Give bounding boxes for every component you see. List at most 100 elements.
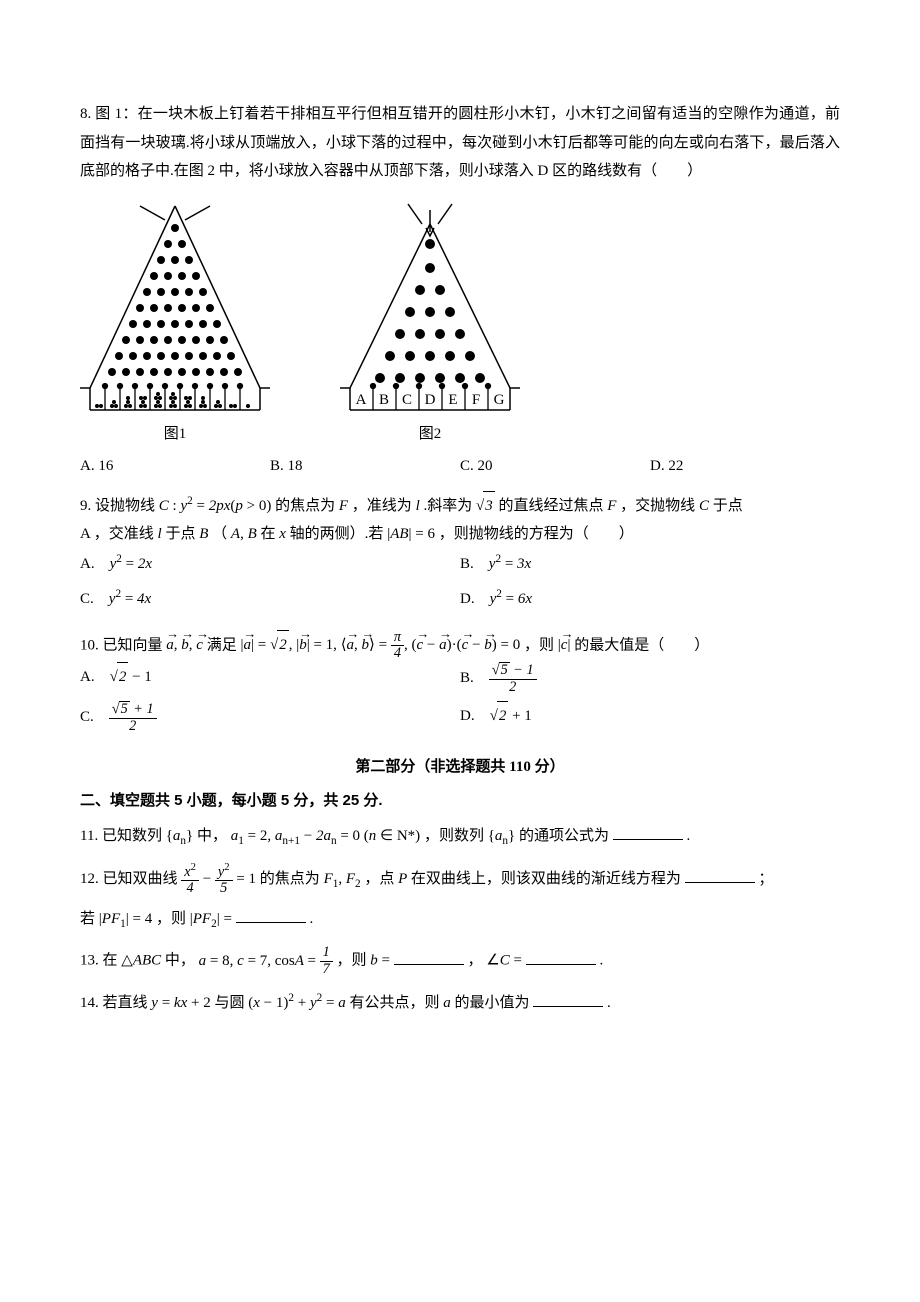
q11-number: 11.: [80, 828, 98, 844]
q14-end: .: [607, 995, 611, 1011]
q8-options: A. 16 B. 18 C. 20 D. 22: [80, 452, 840, 481]
q12-PF1: |PF1| = 4: [99, 911, 152, 927]
q9-option-a: A. y2 = 2x: [80, 549, 460, 579]
q11-cond: a1 = 2, an+1 − 2an = 0 (n ∈ N*): [231, 828, 420, 844]
question-11: 11. 已知数列 {an} 中， a1 = 2, an+1 − 2an = 0 …: [80, 822, 840, 852]
q9-m3: .斜率为: [423, 498, 472, 514]
galton-board-large-icon: [80, 198, 270, 418]
q12-l2a: 若: [80, 911, 95, 927]
galton-board-small-icon: A B C D E F G: [340, 198, 520, 418]
q9-number: 9.: [80, 498, 91, 514]
q9-m5: ，交抛物线: [620, 498, 695, 514]
q9-F2: F: [607, 498, 620, 514]
q10-lead: 已知向量: [103, 637, 163, 653]
bin-label-f: F: [472, 392, 480, 408]
q9-text-2: A ，交准线 l 于点 B （ A, B 在 x 轴的两侧）.若 |AB| = …: [80, 520, 840, 549]
q9-text: 9. 设抛物线 C : y2 = 2px(p > 0) 的焦点为 F ，准线为 …: [80, 491, 840, 521]
q10-option-c: C. 5 + 12: [80, 701, 460, 734]
q11-end: .: [687, 828, 691, 844]
q14-tail: 的最小值为: [454, 995, 529, 1011]
question-14: 14. 若直线 y = kx + 2 与圆 (x − 1)2 + y2 = a …: [80, 988, 840, 1018]
q12-eq: x24 − y25 = 1: [181, 871, 260, 887]
q9-AB: A, B: [231, 526, 261, 542]
q13-number: 13.: [80, 953, 99, 969]
q13-blank2: [526, 949, 596, 965]
q8-text: 8. 图 1：在一块木板上钉着若干排相互平行但相互错开的圆柱形小木钉，小木钉之间…: [80, 100, 840, 186]
q14-blank: [533, 991, 603, 1007]
q13-cond: a = 8, c = 7, cosA = 17: [199, 953, 333, 969]
q12-m3: 在双曲线上，则该双曲线的渐近线方程为: [411, 871, 681, 887]
q10-number: 10.: [80, 637, 99, 653]
q13-blank1: [394, 949, 464, 965]
q14-a: a: [443, 995, 454, 1011]
q9-l2d: 在: [260, 526, 275, 542]
q10-m2: ，则: [524, 637, 554, 653]
q10-option-a: A. 2 − 1: [80, 662, 460, 695]
q10-options: A. 2 − 1 B. 5 − 12 C. 5 + 12 D. 2 + 1: [80, 662, 840, 741]
q9-l2c: （: [212, 526, 227, 542]
question-10: 10. 已知向量 a, b, c 满足 |a| = 2, |b| = 1, ⟨a…: [80, 630, 840, 741]
q14-line: y = kx + 2: [151, 995, 210, 1011]
q14-number: 14.: [80, 995, 99, 1011]
q13-m3: ，: [468, 953, 483, 969]
part2-title: 第二部分（非选择题共 110 分）: [80, 753, 840, 782]
bin-label-g: G: [494, 392, 505, 408]
q11-seq: {an}: [166, 828, 194, 844]
q12-end2: .: [309, 911, 313, 927]
q9-m6: 于点: [713, 498, 743, 514]
q9-option-b: B. y2 = 3x: [460, 549, 840, 579]
q12-P: P: [398, 871, 411, 887]
q10-vecs: a, b, c: [166, 637, 206, 653]
bin-label-d: D: [425, 392, 436, 408]
q11-m1: 中，: [197, 828, 227, 844]
bin-label-e: E: [448, 392, 457, 408]
question-13: 13. 在 △ABC 中， a = 8, c = 7, cosA = 17 ，则…: [80, 945, 840, 977]
q12-l2b: ，则: [156, 911, 186, 927]
question-8: 8. 图 1：在一块木板上钉着若干排相互平行但相互错开的圆柱形小木钉，小木钉之间…: [80, 100, 840, 481]
q12-blank2: [236, 907, 306, 923]
q9-options: A. y2 = 2x B. y2 = 3x C. y2 = 4x D. y2 =…: [80, 549, 840, 620]
q9-parabola: C : y2 = 2px(p > 0): [159, 498, 275, 514]
q9-option-c: C. y2 = 4x: [80, 584, 460, 614]
q9-B: B: [199, 526, 212, 542]
q14-circle: (x − 1)2 + y2 = a: [248, 995, 346, 1011]
q8-figures: 图1: [80, 198, 840, 449]
q8-option-a: A. 16: [80, 452, 270, 481]
q10-cond: |a| = 2, |b| = 1, ⟨a, b⟩ = π4, (c − a)·(…: [240, 637, 524, 653]
q9-m1: 的焦点为: [275, 498, 335, 514]
q9-m2: ，准线为: [352, 498, 412, 514]
q8-body: 图 1：在一块木板上钉着若干排相互平行但相互错开的圆柱形小木钉，小木钉之间留有适…: [80, 106, 840, 179]
q12-PF2: |PF2| =: [190, 911, 232, 927]
q14-lead: 若直线: [103, 995, 148, 1011]
q13-end: .: [599, 953, 603, 969]
q9-ABlen: |AB| = 6: [387, 526, 435, 542]
q10-tail: 的最大值是（ ）: [574, 637, 709, 653]
q12-number: 12.: [80, 871, 99, 887]
q13-m1: 中，: [165, 953, 195, 969]
q9-lead: 设抛物线: [95, 498, 155, 514]
q14-m2: 有公共点，则: [349, 995, 439, 1011]
question-12: 12. 已知双曲线 x24 − y25 = 1 的焦点为 F1, F2 ，点 P…: [80, 862, 840, 935]
q10-text: 10. 已知向量 a, b, c 满足 |a| = 2, |b| = 1, ⟨a…: [80, 630, 840, 662]
q14-m1: 与圆: [214, 995, 244, 1011]
q11-seq2: {an}: [488, 828, 516, 844]
q10-m1: 满足: [207, 637, 237, 653]
bin-label-b: B: [379, 392, 389, 408]
q13-m2: ，则: [337, 953, 367, 969]
q9-l2e: 轴的两侧）.若: [290, 526, 384, 542]
q12-lead: 已知双曲线: [103, 871, 178, 887]
q9-slope: 3: [476, 498, 495, 514]
q9-F: F: [339, 498, 352, 514]
q10-option-d: D. 2 + 1: [460, 701, 840, 734]
q10-target: |c|: [558, 637, 571, 653]
q11-m2: ，则数列: [424, 828, 484, 844]
q9-option-d: D. y2 = 6x: [460, 584, 840, 614]
q9-x: x: [279, 526, 289, 542]
q12-line1: 12. 已知双曲线 x24 − y25 = 1 的焦点为 F1, F2 ，点 P…: [80, 862, 840, 897]
q10-option-b: B. 5 − 12: [460, 662, 840, 695]
q9-l2a: A ，交准线: [80, 526, 154, 542]
q12-blank1: [685, 867, 755, 883]
q8-option-d: D. 22: [650, 452, 840, 481]
q12-m2: ，点: [364, 871, 394, 887]
q13-C: ∠C =: [486, 953, 522, 969]
